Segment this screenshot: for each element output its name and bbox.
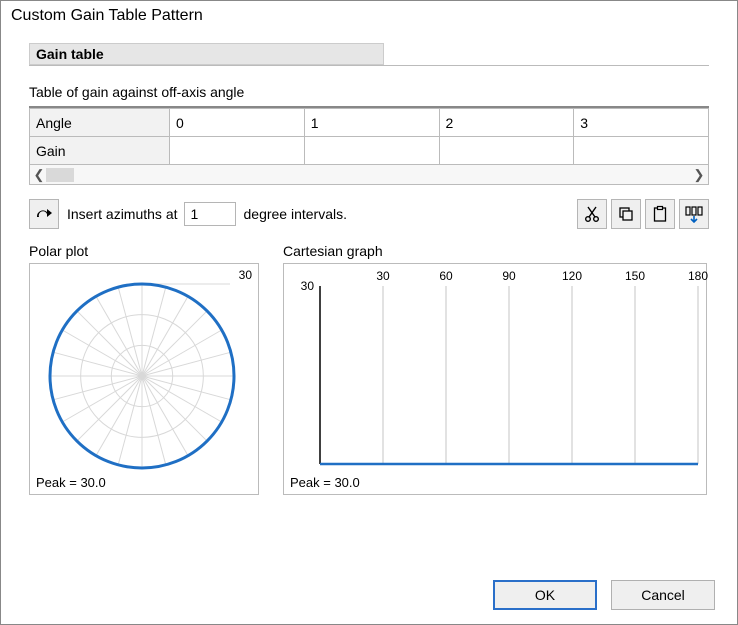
section-title: Gain table [29, 43, 384, 65]
scroll-right-icon[interactable]: ❯ [692, 167, 706, 183]
azimuth-interval-input[interactable] [184, 202, 236, 226]
section-divider [29, 65, 709, 66]
cartesian-plot-column: Cartesian graph 30 30 60 90 120 150 180 Peak =… [283, 243, 707, 495]
polar-plot-title: Polar plot [29, 243, 259, 259]
cartesian-peak-label: Peak = 30.0 [290, 475, 360, 490]
insert-columns-button[interactable] [679, 199, 709, 229]
svg-text:150: 150 [625, 269, 645, 283]
svg-text:60: 60 [439, 269, 453, 283]
dialog-content: Gain table Table of gain against off-axi… [1, 35, 737, 567]
cartesian-plot-svg: 30 30 60 90 120 150 180 [284, 264, 708, 496]
angle-cell[interactable]: 0 [170, 109, 305, 137]
scroll-thumb[interactable] [46, 168, 74, 182]
paste-button[interactable] [645, 199, 675, 229]
polar-peak-label: Peak = 30.0 [36, 475, 106, 490]
cartesian-plot: 30 30 60 90 120 150 180 Peak = 30.0 [283, 263, 707, 495]
gain-table: Angle 0 1 2 3 Gain [29, 108, 709, 165]
copy-icon [617, 205, 635, 223]
dialog-window: Custom Gain Table Pattern Gain table Tab… [0, 0, 738, 625]
cut-button[interactable] [577, 199, 607, 229]
insert-azimuths-row: Insert azimuths at degree intervals. [29, 199, 709, 229]
polar-plot-column: Polar plot 30 Peak = 30.0 [29, 243, 259, 495]
plots-row: Polar plot 30 Peak = 30.0 Cartesian grap… [29, 243, 709, 495]
angle-cell[interactable]: 2 [439, 109, 574, 137]
angle-cell[interactable]: 3 [574, 109, 709, 137]
window-title: Custom Gain Table Pattern [1, 1, 737, 35]
insert-azimuths-button[interactable] [29, 199, 59, 229]
gain-table-wrap: Angle 0 1 2 3 Gain ❮ [29, 106, 709, 185]
table-caption: Table of gain against off-axis angle [29, 84, 709, 100]
redo-arrow-icon [35, 207, 53, 221]
gain-row-header: Gain [30, 137, 170, 165]
polar-plot: 30 Peak = 30.0 [29, 263, 259, 495]
svg-text:120: 120 [562, 269, 582, 283]
insert-label-before: Insert azimuths at [67, 206, 178, 222]
cancel-button[interactable]: Cancel [611, 580, 715, 610]
polar-outer-label: 30 [239, 268, 252, 282]
cartesian-plot-title: Cartesian graph [283, 243, 707, 259]
insert-label-after: degree intervals. [244, 206, 348, 222]
dialog-button-row: OK Cancel [1, 567, 737, 624]
svg-text:90: 90 [502, 269, 516, 283]
scroll-track[interactable] [46, 168, 692, 182]
table-horizontal-scrollbar[interactable]: ❮ ❯ [29, 165, 709, 185]
gain-cell[interactable] [574, 137, 709, 165]
angle-cell[interactable]: 1 [304, 109, 439, 137]
svg-text:30: 30 [301, 279, 315, 293]
copy-button[interactable] [611, 199, 641, 229]
gain-cell[interactable] [439, 137, 574, 165]
columns-icon [684, 205, 704, 223]
scroll-left-icon[interactable]: ❮ [32, 167, 46, 183]
table-row: Gain [30, 137, 709, 165]
section-header-row: Gain table [29, 43, 709, 65]
svg-text:180: 180 [688, 269, 708, 283]
angle-row-header: Angle [30, 109, 170, 137]
clipboard-toolbar [577, 199, 709, 229]
gain-cell[interactable] [170, 137, 305, 165]
ok-button[interactable]: OK [493, 580, 597, 610]
svg-text:30: 30 [376, 269, 390, 283]
paste-icon [651, 205, 669, 223]
gain-cell[interactable] [304, 137, 439, 165]
table-row: Angle 0 1 2 3 [30, 109, 709, 137]
polar-plot-svg [30, 264, 260, 496]
cut-icon [583, 205, 601, 223]
